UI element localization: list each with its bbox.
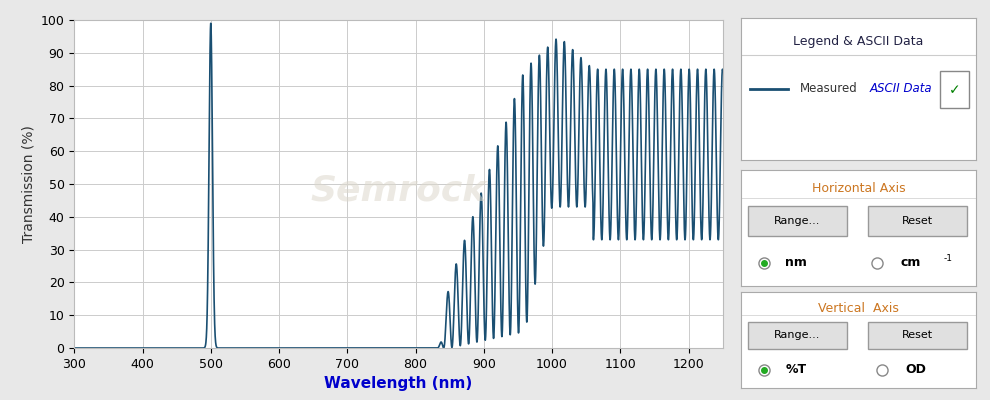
Text: cm: cm [901,256,921,269]
Text: -1: -1 [943,254,952,263]
Text: Semrock: Semrock [310,174,487,208]
X-axis label: Wavelength (nm): Wavelength (nm) [325,376,472,391]
Text: Legend & ASCII Data: Legend & ASCII Data [793,35,924,48]
Text: Range...: Range... [774,216,821,226]
FancyBboxPatch shape [868,322,966,349]
FancyBboxPatch shape [868,206,966,236]
Y-axis label: Transmission (%): Transmission (%) [21,125,35,243]
Text: Range...: Range... [774,330,821,340]
Text: ASCII Data: ASCII Data [870,82,933,96]
Text: Reset: Reset [902,216,933,226]
Text: ✓: ✓ [948,83,960,97]
Text: OD: OD [906,363,927,376]
Text: %T: %T [785,363,807,376]
FancyBboxPatch shape [747,322,846,349]
Text: Horizontal Axis: Horizontal Axis [812,182,905,195]
FancyBboxPatch shape [747,206,846,236]
Text: Reset: Reset [902,330,933,340]
Text: nm: nm [785,256,807,269]
FancyBboxPatch shape [940,71,969,108]
Text: Vertical  Axis: Vertical Axis [818,302,899,314]
Text: Measured: Measured [800,82,857,96]
